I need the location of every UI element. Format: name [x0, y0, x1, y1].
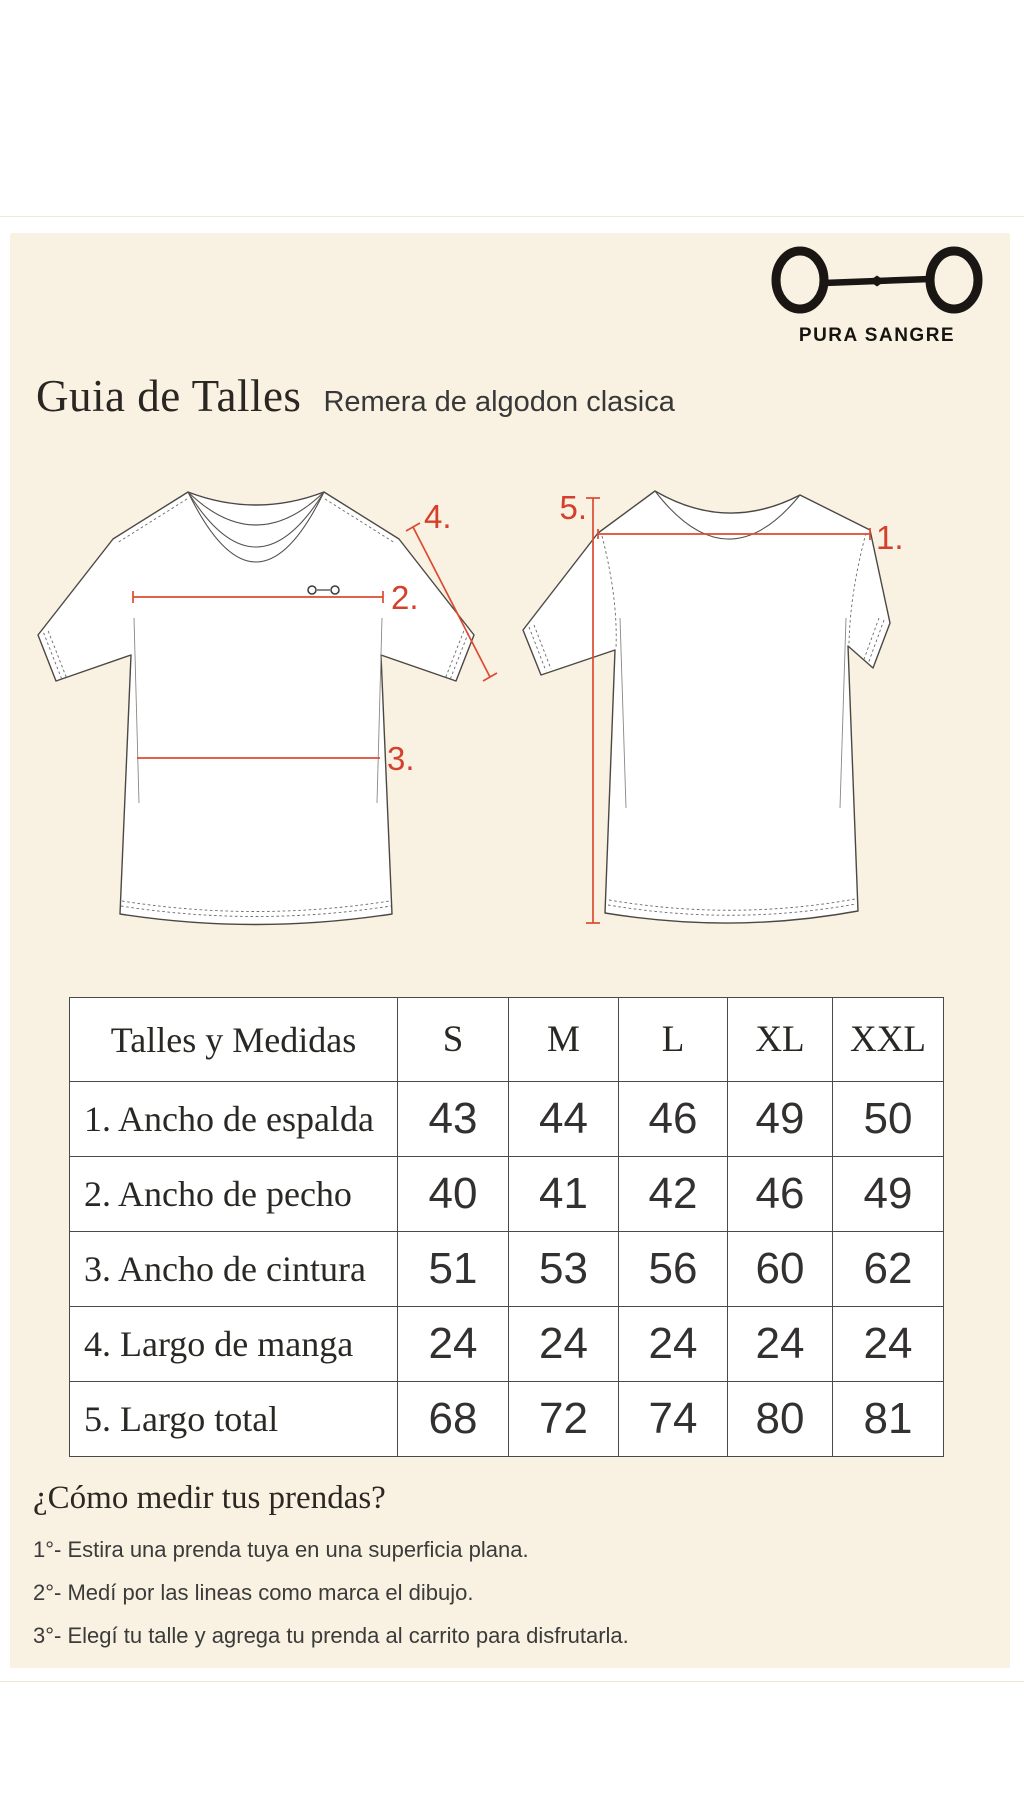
chest-bit-logo-icon	[307, 585, 340, 595]
cell-value: 24	[727, 1306, 833, 1382]
label-shoulder-width: 1.	[876, 519, 904, 556]
col-header-xxl: XXL	[832, 997, 944, 1082]
cell-value: 74	[618, 1381, 728, 1457]
label-sleeve: 4.	[424, 498, 452, 535]
back-collar-line	[654, 490, 801, 540]
front-stitch-lines	[43, 498, 469, 917]
row-label: 1. Ancho de espalda	[69, 1081, 398, 1157]
table-row: 1. Ancho de espalda 43 44 46 49 50	[69, 1081, 944, 1157]
table-title: Talles y Medidas	[69, 997, 398, 1082]
label-chest: 2.	[391, 579, 419, 616]
cell-value: 68	[397, 1381, 509, 1457]
instruction-step: 1°- Estira una prenda tuya en una superf…	[33, 1537, 529, 1562]
back-stitch-lines	[528, 532, 885, 916]
table-row: 4. Largo de manga 24 24 24 24 24	[69, 1306, 944, 1382]
back-shirt-outline	[522, 490, 891, 924]
row-label: 2. Ancho de pecho	[69, 1156, 398, 1232]
page-title: Guia de Talles	[36, 371, 302, 421]
cell-value: 80	[727, 1381, 833, 1457]
row-label: 3. Ancho de cintura	[69, 1231, 398, 1307]
back-side-seams	[619, 617, 847, 809]
cell-value: 24	[832, 1306, 944, 1382]
front-collar-ribbing	[187, 491, 325, 563]
cell-value: 43	[397, 1081, 509, 1157]
cell-value: 72	[508, 1381, 619, 1457]
cell-value: 56	[618, 1231, 728, 1307]
row-label: 4. Largo de manga	[69, 1306, 398, 1382]
table-header-row: Talles y Medidas S M L XL XXL	[69, 997, 944, 1082]
cell-value: 42	[618, 1156, 728, 1232]
measuring-instructions: ¿Cómo medir tus prendas? 1°- Estira una …	[33, 1480, 793, 1668]
table-row: 2. Ancho de pecho 40 41 42 46 49	[69, 1156, 944, 1232]
cell-value: 62	[832, 1231, 944, 1307]
cell-value: 46	[618, 1081, 728, 1157]
col-header-s: S	[397, 997, 509, 1082]
table-row: 5. Largo total 68 72 74 80 81	[69, 1381, 944, 1457]
horse-bit-icon	[771, 246, 983, 314]
cell-value: 60	[727, 1231, 833, 1307]
bottom-divider	[0, 1681, 1024, 1682]
cell-value: 24	[397, 1306, 509, 1382]
instruction-step: 3°- Elegí tu talle y agrega tu prenda al…	[33, 1623, 629, 1648]
brand-name: PURA SANGRE	[798, 325, 956, 346]
front-shirt-diagram: 2. 3. 4.	[37, 491, 498, 926]
cell-value: 24	[508, 1306, 619, 1382]
cell-value: 51	[397, 1231, 509, 1307]
cell-value: 49	[832, 1156, 944, 1232]
cell-value: 40	[397, 1156, 509, 1232]
cell-value: 49	[727, 1081, 833, 1157]
brand-logo: PURA SANGRE	[771, 246, 983, 347]
instruction-step: 2°- Medí por las lineas como marca el di…	[33, 1580, 474, 1605]
top-divider	[0, 216, 1024, 217]
col-header-xl: XL	[727, 997, 833, 1082]
size-table: Talles y Medidas S M L XL XXL 1. Ancho d…	[69, 997, 944, 1457]
cell-value: 81	[832, 1381, 944, 1457]
back-shirt-diagram: 1. 5.	[522, 489, 904, 924]
cell-value: 44	[508, 1081, 619, 1157]
back-measurement-lines	[586, 497, 871, 924]
cell-value: 41	[508, 1156, 619, 1232]
instructions-title: ¿Cómo medir tus prendas?	[33, 1480, 386, 1516]
cell-value: 46	[727, 1156, 833, 1232]
cell-value: 53	[508, 1231, 619, 1307]
row-label: 5. Largo total	[69, 1381, 398, 1457]
front-side-seams	[133, 617, 383, 804]
label-total-length: 5.	[559, 489, 587, 526]
col-header-m: M	[508, 997, 619, 1082]
label-waist: 3.	[387, 740, 415, 777]
col-header-l: L	[618, 997, 728, 1082]
cell-value: 24	[618, 1306, 728, 1382]
front-shirt-outline	[37, 491, 475, 926]
cell-value: 50	[832, 1081, 944, 1157]
header: Guia de Talles Remera de algodon clasica	[36, 370, 675, 422]
table-row: 3. Ancho de cintura 51 53 56 60 62	[69, 1231, 944, 1307]
front-measurement-lines	[132, 522, 498, 759]
page-subtitle: Remera de algodon clasica	[323, 386, 675, 418]
